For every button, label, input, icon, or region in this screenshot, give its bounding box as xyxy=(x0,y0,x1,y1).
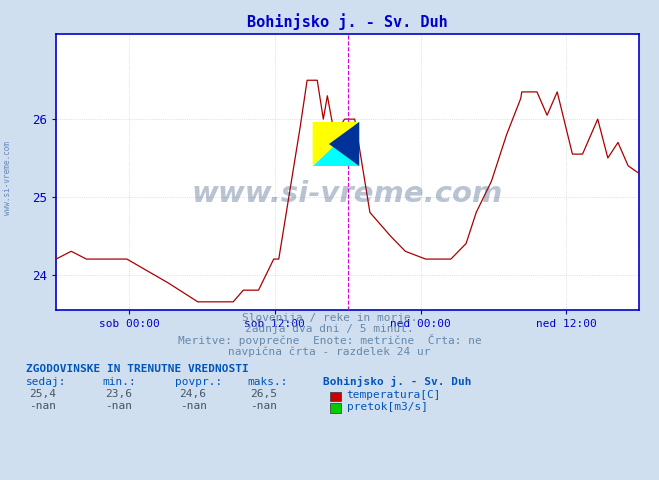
Text: maks.:: maks.: xyxy=(247,377,287,387)
Text: 24,6: 24,6 xyxy=(180,389,206,399)
Text: 23,6: 23,6 xyxy=(105,389,132,399)
Text: pretok[m3/s]: pretok[m3/s] xyxy=(347,402,428,412)
Polygon shape xyxy=(312,122,359,166)
Text: www.si-vreme.com: www.si-vreme.com xyxy=(192,180,503,208)
Title: Bohinjsko j. - Sv. Duh: Bohinjsko j. - Sv. Duh xyxy=(247,13,448,30)
Text: ZGODOVINSKE IN TRENUTNE VREDNOSTI: ZGODOVINSKE IN TRENUTNE VREDNOSTI xyxy=(26,363,249,373)
Text: sedaj:: sedaj: xyxy=(26,377,67,387)
Text: navpična črta - razdelek 24 ur: navpična črta - razdelek 24 ur xyxy=(228,347,431,357)
Text: -nan: -nan xyxy=(30,401,56,411)
Text: Meritve: povprečne  Enote: metrične  Črta: ne: Meritve: povprečne Enote: metrične Črta:… xyxy=(178,334,481,346)
Text: temperatura[C]: temperatura[C] xyxy=(347,390,441,400)
Text: povpr.:: povpr.: xyxy=(175,377,222,387)
Text: zadnja dva dni / 5 minut.: zadnja dva dni / 5 minut. xyxy=(245,324,414,334)
Text: 25,4: 25,4 xyxy=(30,389,56,399)
Text: 26,5: 26,5 xyxy=(250,389,277,399)
Text: Bohinjsko j. - Sv. Duh: Bohinjsko j. - Sv. Duh xyxy=(323,376,471,387)
Text: -nan: -nan xyxy=(180,401,206,411)
Text: -nan: -nan xyxy=(250,401,277,411)
Text: www.si-vreme.com: www.si-vreme.com xyxy=(3,141,13,215)
Text: -nan: -nan xyxy=(105,401,132,411)
Text: min.:: min.: xyxy=(102,377,136,387)
Polygon shape xyxy=(329,122,359,166)
Polygon shape xyxy=(312,122,359,166)
Text: Slovenija / reke in morje.: Slovenija / reke in morje. xyxy=(242,312,417,323)
